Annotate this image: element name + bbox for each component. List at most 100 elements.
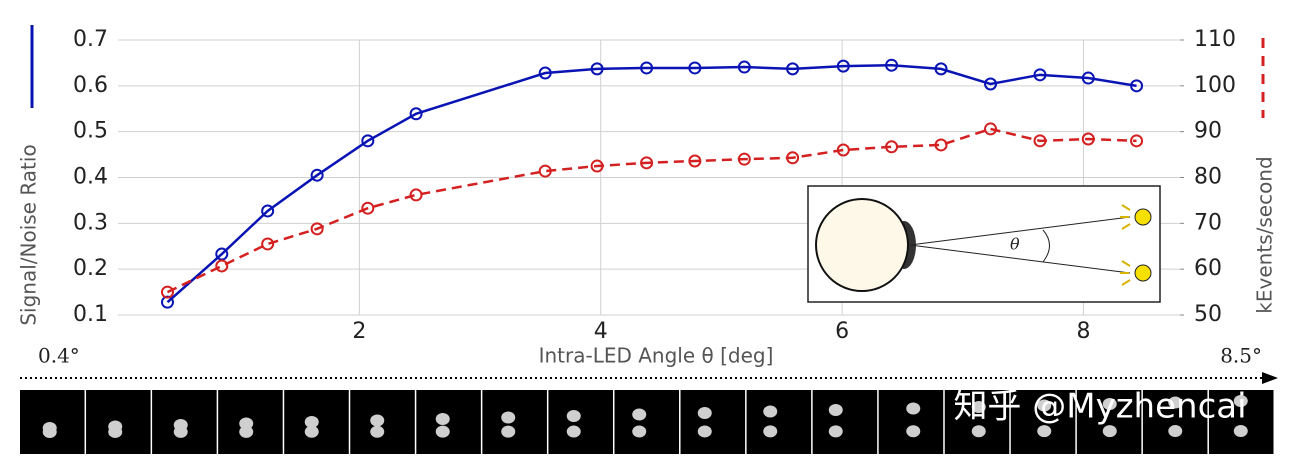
series-marker	[261, 237, 275, 251]
series-marker	[737, 60, 751, 74]
y-axis-label: Signal/Noise Ratio	[17, 144, 41, 325]
series-marker	[885, 140, 899, 154]
series-marker	[984, 122, 998, 136]
y-tick-label: 0.5	[73, 119, 108, 144]
series-marker	[688, 154, 702, 168]
y2-tick-label: 110	[1194, 27, 1236, 52]
series-marker	[590, 62, 604, 76]
y2-tick-label: 90	[1194, 119, 1222, 144]
blob	[828, 404, 843, 416]
series-marker	[1130, 79, 1144, 93]
series-marker	[310, 168, 324, 182]
blob	[1037, 425, 1052, 438]
blob	[828, 425, 843, 438]
frame	[20, 390, 85, 454]
blob	[1102, 398, 1117, 410]
series-marker	[538, 66, 552, 80]
series-marker	[934, 62, 948, 76]
series-marker	[261, 204, 275, 218]
series-marker	[361, 134, 375, 148]
blob	[971, 425, 986, 438]
angle-arc	[1042, 229, 1050, 263]
ray-top	[909, 216, 1131, 246]
led-rays	[1120, 204, 1131, 286]
y2-tick-label: 80	[1194, 165, 1222, 190]
blob	[1037, 399, 1052, 412]
blob	[239, 417, 254, 430]
blob	[239, 425, 254, 438]
series-marker	[885, 58, 899, 72]
start-angle: 0.4°	[38, 344, 80, 368]
blob	[1233, 395, 1248, 407]
image-strip	[20, 390, 1274, 454]
series-marker	[737, 152, 751, 166]
y-tick-label: 0.1	[73, 302, 108, 327]
eye	[815, 198, 909, 292]
series-line	[166, 127, 1137, 294]
frame	[878, 390, 944, 454]
blob	[108, 425, 123, 438]
series-marker	[640, 61, 654, 75]
blob	[1168, 396, 1183, 409]
blob	[435, 413, 450, 425]
frame	[680, 390, 746, 454]
frame	[482, 390, 547, 454]
y2-tick-label: 100	[1194, 73, 1236, 98]
arrow-head	[1262, 372, 1278, 384]
series-marker	[786, 62, 800, 76]
x-axis-label: Intra-LED Angle θ [deg]	[539, 344, 774, 368]
watermark: 知乎 @Myzhencai	[953, 387, 1246, 427]
series-marker	[538, 164, 552, 178]
series-marker	[1081, 71, 1095, 85]
y-tick-label: 0.3	[73, 210, 108, 235]
y-tick-label: 0.4	[73, 165, 108, 190]
frame	[812, 390, 878, 454]
blob	[632, 425, 647, 438]
series-marker	[836, 143, 850, 157]
series-marker	[688, 61, 702, 75]
frame	[944, 390, 1010, 454]
series-marker	[1033, 134, 1047, 148]
series-marker	[409, 188, 423, 202]
frame	[548, 390, 613, 454]
series-marker	[836, 59, 850, 73]
blob	[501, 425, 516, 438]
y-tick-label: 0.7	[73, 27, 108, 52]
series-line	[166, 63, 1137, 304]
x-tick-label: 4	[594, 319, 608, 344]
led-top	[1134, 208, 1152, 226]
y-tick-label: 0.6	[73, 73, 108, 98]
blob	[435, 425, 450, 438]
y2-tick-label: 50	[1194, 302, 1222, 327]
led-bottom	[1134, 264, 1152, 282]
blob	[906, 402, 921, 415]
y2-tick-label: 70	[1194, 210, 1222, 235]
end-angle: 8.5°	[1220, 344, 1262, 368]
series-marker	[1130, 134, 1144, 148]
blob	[763, 425, 778, 438]
series-marker	[409, 107, 423, 121]
series-marker	[160, 285, 174, 299]
inset-theta: θ	[1010, 235, 1020, 254]
frame	[614, 390, 680, 454]
y-tick-label: 0.2	[73, 256, 108, 281]
series-marker	[1033, 68, 1047, 82]
series-marker	[590, 159, 604, 173]
y2-axis-label: kEvents/second	[1253, 156, 1277, 313]
x-tick-label: 6	[835, 319, 849, 344]
series-marker	[786, 151, 800, 165]
series-marker	[934, 138, 948, 152]
blob	[304, 416, 319, 428]
blob	[632, 408, 647, 421]
series-marker	[984, 77, 998, 91]
blob	[971, 401, 986, 413]
series-marker	[310, 222, 324, 236]
inset: θ	[807, 185, 1161, 303]
series-marker	[1081, 132, 1095, 146]
blob	[304, 425, 319, 438]
blob	[566, 425, 581, 438]
blob	[566, 410, 581, 422]
blob	[370, 425, 385, 438]
blob	[1233, 425, 1248, 437]
